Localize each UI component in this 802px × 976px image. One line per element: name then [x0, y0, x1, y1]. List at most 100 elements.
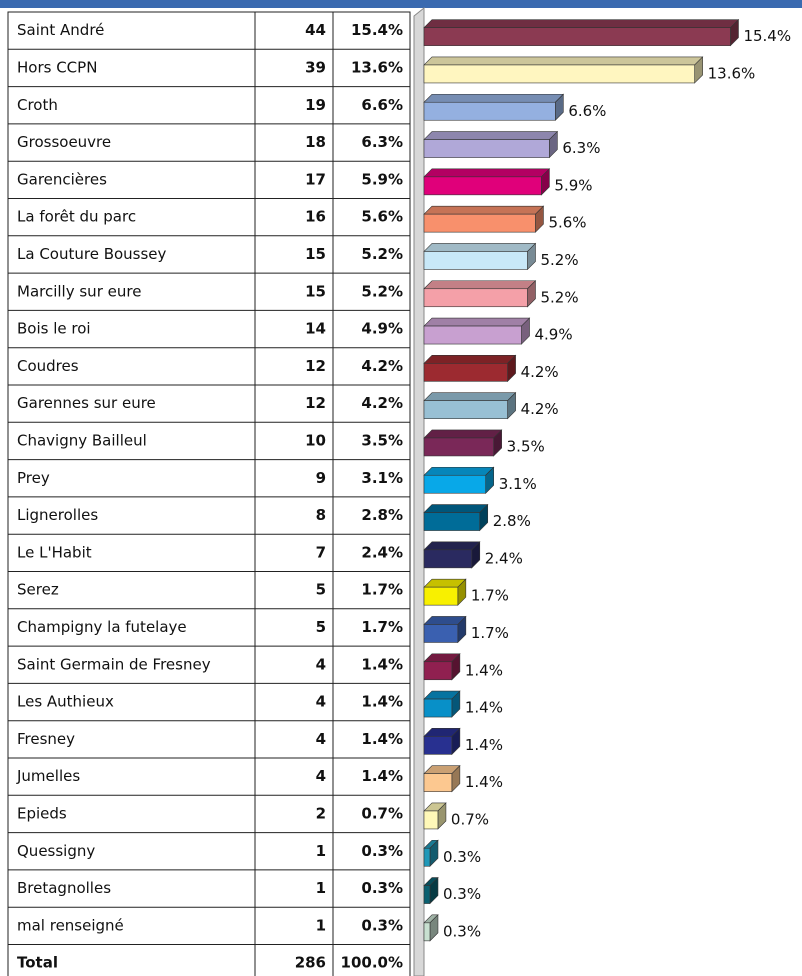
bar-front [423, 698, 453, 718]
bar-front [423, 400, 508, 419]
data-label: 5.2% [540, 288, 578, 306]
data-label: 3.1% [499, 475, 537, 493]
bar-top [423, 93, 565, 103]
header-strip [0, 0, 802, 8]
bar [423, 802, 447, 830]
row-count: 10 [305, 431, 326, 449]
bar [423, 280, 537, 308]
row-name: Saint André [17, 21, 104, 39]
row-name: Saint Germain de Fresney [17, 655, 211, 673]
data-label: 1.4% [465, 736, 503, 754]
data-label: 1.7% [471, 587, 509, 605]
row-percent: 6.3% [361, 133, 403, 151]
bar-top [423, 131, 559, 140]
row-percent: 1.4% [361, 693, 403, 711]
bar [423, 578, 467, 606]
data-label: 0.7% [451, 810, 489, 828]
data-label: 5.9% [554, 176, 592, 194]
row-percent: 13.6% [351, 58, 403, 76]
row-count: 4 [316, 655, 326, 673]
bar-front [423, 810, 439, 830]
table-frame [7, 11, 411, 976]
row-percent: 5.9% [361, 170, 403, 188]
data-label: 2.4% [485, 549, 523, 567]
bar-front [423, 437, 494, 457]
data-label: 0.3% [443, 885, 481, 903]
row-name: Bois le roi [17, 320, 91, 338]
data-label: 6.6% [568, 102, 606, 120]
row-count: 15 [305, 245, 326, 263]
total-name: Total [17, 954, 58, 972]
row-count: 12 [305, 394, 326, 412]
bar-top [423, 205, 545, 215]
bar [423, 391, 517, 420]
row-name: Fresney [17, 730, 75, 748]
bar-top [423, 280, 537, 290]
row-count: 1 [316, 916, 326, 934]
row-percent: 0.3% [361, 916, 403, 934]
row-name: Garencières [17, 170, 107, 188]
row-name: Champigny la futelaye [17, 618, 187, 636]
row-percent: 6.6% [361, 96, 403, 114]
row-percent: 4.9% [361, 320, 403, 338]
bar [423, 205, 545, 233]
row-count: 5 [316, 581, 326, 599]
bar [423, 317, 531, 345]
data-label: 5.2% [540, 251, 578, 269]
row-count: 4 [316, 693, 326, 711]
bar-front [423, 773, 453, 792]
row-percent: 3.1% [361, 469, 403, 487]
bar [423, 242, 537, 271]
bar-front [423, 474, 486, 494]
bar [423, 429, 503, 457]
row-percent: 2.8% [361, 506, 403, 524]
data-label: 0.3% [443, 922, 481, 940]
bar-top [423, 541, 481, 551]
row-count: 4 [316, 767, 326, 785]
bar [423, 56, 704, 84]
row-name: Epieds [17, 804, 67, 822]
bar [423, 615, 467, 644]
bar [423, 168, 551, 196]
row-count: 4 [316, 730, 326, 748]
bar [423, 93, 565, 121]
bar-top [423, 19, 740, 28]
row-name: mal renseigné [17, 916, 124, 934]
bar-front [423, 661, 453, 681]
row-percent: 0.3% [361, 879, 403, 897]
row-name: Garennes sur eure [17, 394, 156, 412]
data-label: 4.2% [521, 400, 559, 418]
total-count: 286 [295, 954, 326, 972]
row-count: 8 [316, 506, 326, 524]
row-name: Chavigny Bailleul [17, 431, 147, 449]
row-name: Coudres [17, 357, 79, 375]
row-percent: 1.7% [361, 618, 403, 636]
bar-front [423, 176, 542, 196]
row-percent: 4.2% [361, 394, 403, 412]
row-name: Le L'Habit [17, 543, 92, 561]
row-name: Serez [17, 581, 59, 599]
row-count: 12 [305, 357, 326, 375]
bar-front [423, 736, 453, 755]
bar [423, 653, 461, 681]
row-count: 7 [316, 543, 326, 561]
data-label: 6.3% [562, 139, 600, 157]
bar [423, 690, 461, 718]
bar [423, 354, 517, 383]
row-percent: 1.7% [361, 581, 403, 599]
data-label: 1.4% [465, 699, 503, 717]
bar [423, 876, 439, 905]
bar [423, 130, 559, 159]
total-percent: 100.0% [341, 954, 403, 972]
bar-top [423, 317, 531, 327]
row-count: 17 [305, 170, 326, 188]
bar-front [423, 512, 481, 531]
row-count: 19 [305, 96, 326, 114]
bar-front [423, 586, 459, 606]
bar-top [423, 243, 537, 252]
row-percent: 1.4% [361, 767, 403, 785]
data-label: 2.8% [493, 512, 531, 530]
data-label: 1.7% [471, 624, 509, 642]
bar-front [423, 101, 556, 121]
